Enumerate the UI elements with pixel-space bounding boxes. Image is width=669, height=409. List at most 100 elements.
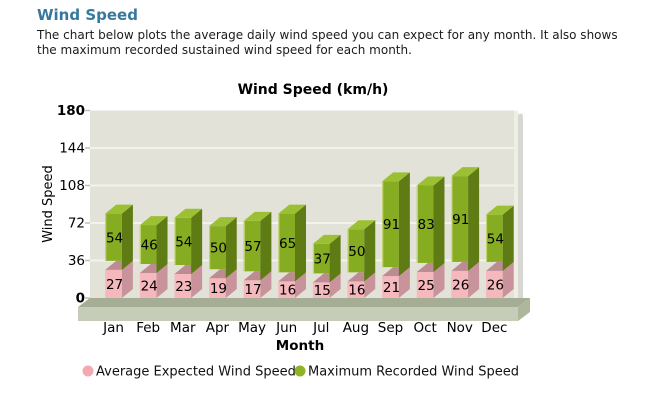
bar-segment-average-side bbox=[433, 262, 445, 298]
y-tick-label: 108 bbox=[59, 178, 85, 194]
bar-segment-maximum-side bbox=[225, 217, 237, 279]
bar-segment-average-side bbox=[191, 265, 203, 298]
maximum-series-dot-icon bbox=[294, 365, 306, 377]
bar-segment-maximum-side bbox=[364, 220, 376, 282]
bar-segment-average bbox=[312, 282, 330, 298]
bar-max-value: 54 bbox=[487, 231, 504, 247]
bar-segment-maximum-side bbox=[468, 167, 480, 271]
bar-avg-value: 24 bbox=[141, 279, 158, 295]
bar-segment-maximum-top bbox=[451, 167, 480, 177]
y-tick-label: 72 bbox=[68, 216, 85, 232]
bar-segment-maximum bbox=[174, 217, 192, 266]
bar-segment-average-side bbox=[295, 272, 306, 298]
bar-avg-value: 16 bbox=[279, 283, 296, 299]
bar-segment-average bbox=[486, 270, 503, 298]
chart-title: Wind Speed (km/h) bbox=[238, 82, 389, 98]
x-tick-label: Jan bbox=[102, 320, 124, 336]
bar-segment-maximum bbox=[382, 181, 399, 268]
bar-segment-maximum-side bbox=[433, 176, 445, 272]
bar-segment-maximum-top bbox=[105, 204, 133, 214]
bar-avg-value: 19 bbox=[210, 281, 227, 297]
bar-segment-average-side bbox=[156, 264, 168, 298]
bar-max-value: 65 bbox=[279, 236, 296, 252]
bar-sep: 91 21 bbox=[382, 172, 410, 298]
bar-segment-average-side bbox=[364, 272, 376, 298]
bar-avg-value: 15 bbox=[314, 283, 331, 299]
bar-segment-maximum bbox=[347, 229, 365, 273]
legend-label-maximum: Maximum Recorded Wind Speed bbox=[308, 365, 519, 380]
bar-segment-maximum bbox=[105, 213, 122, 261]
bar-avg-value: 26 bbox=[452, 277, 469, 293]
bar-segment-maximum bbox=[209, 226, 226, 270]
bar-segment-maximum-top bbox=[209, 217, 237, 227]
bar-segment-maximum bbox=[139, 225, 157, 264]
bar-segment-maximum-side bbox=[260, 211, 272, 281]
bar-segment-maximum-side bbox=[191, 208, 203, 275]
page-title: Wind Speed bbox=[37, 6, 138, 24]
bar-segment-maximum-side bbox=[121, 204, 133, 270]
bar-max-value: 50 bbox=[348, 244, 365, 260]
bar-segment-average bbox=[451, 270, 469, 298]
y-tick-label: 0 bbox=[76, 291, 85, 307]
bar-segment-maximum-side bbox=[329, 234, 341, 283]
bar-avg-value: 16 bbox=[348, 283, 365, 299]
bar-segment-maximum bbox=[486, 214, 503, 262]
bar-max-value: 54 bbox=[106, 230, 123, 246]
bar-segment-average bbox=[174, 274, 192, 298]
bar-segment-average-side bbox=[121, 260, 133, 298]
bar-max-value: 37 bbox=[314, 252, 331, 268]
bar-segment-maximum-top bbox=[243, 211, 272, 221]
legend-label-average: Average Expected Wind Speed bbox=[96, 365, 296, 380]
bar-dec: 54 26 bbox=[486, 205, 514, 298]
bar-max-value: 50 bbox=[210, 241, 227, 257]
bar-segment-average bbox=[209, 278, 226, 298]
wind-speed-chart-svg: Wind Speed (km/h) 0 36 72 108 144 180 Wind Spee… bbox=[41, 82, 530, 380]
bar-segment-average bbox=[278, 281, 295, 298]
bar-segment-maximum-side bbox=[398, 172, 410, 277]
bar-segment-maximum-top bbox=[416, 176, 445, 186]
bar-segment-maximum-top bbox=[139, 216, 168, 226]
y-tick-label: 144 bbox=[59, 141, 85, 157]
bar-segment-maximum bbox=[312, 243, 330, 274]
bar-segment-maximum-top bbox=[278, 204, 306, 214]
bar-segment-maximum-side bbox=[156, 216, 168, 273]
bar-jun: 65 16 bbox=[278, 204, 306, 299]
x-tick-label: May bbox=[238, 320, 266, 336]
bar-segment-maximum-side bbox=[502, 205, 514, 271]
x-axis-title: Month bbox=[276, 338, 324, 354]
bar-avg-value: 17 bbox=[244, 282, 261, 298]
bar-segment-maximum bbox=[243, 220, 261, 272]
bar-segment-average bbox=[382, 276, 399, 298]
bar-segment-average-side bbox=[329, 273, 341, 298]
plot-wall-shadow bbox=[518, 113, 523, 303]
bar-jan: 54 27 bbox=[105, 204, 133, 298]
page-description: The chart below plots the average daily … bbox=[37, 28, 618, 57]
x-tick-label: Apr bbox=[206, 320, 230, 336]
bar-segment-average-side bbox=[502, 261, 514, 298]
legend: Average Expected Wind Speed Maximum Recor… bbox=[82, 365, 519, 380]
wind-speed-chart: Wind Speed (km/h) 0 36 72 108 144 180 Wind Spee… bbox=[0, 62, 669, 405]
bar-avg-value: 23 bbox=[175, 279, 192, 295]
x-tick-label: Nov bbox=[447, 320, 473, 336]
bar-segment-maximum-top bbox=[174, 208, 203, 218]
bar-segment-average bbox=[139, 273, 157, 298]
x-tick-label: Oct bbox=[413, 320, 436, 336]
bar-feb: 46 24 bbox=[139, 216, 168, 298]
bar-max-value: 54 bbox=[175, 234, 192, 250]
bar-segment-average-side bbox=[260, 271, 272, 298]
x-tick-label: Sep bbox=[378, 320, 403, 336]
bar-segment-average bbox=[243, 280, 261, 298]
bar-mar: 54 23 bbox=[174, 208, 203, 298]
bar-segment-maximum bbox=[451, 176, 469, 262]
floor-side bbox=[518, 298, 530, 321]
legend-item-maximum: Maximum Recorded Wind Speed bbox=[294, 365, 519, 380]
bar-segment-maximum bbox=[416, 185, 434, 263]
floor-top bbox=[78, 298, 530, 307]
bar-segment-average-side bbox=[468, 261, 480, 298]
x-tick-label: Jun bbox=[275, 320, 297, 336]
bar-segment-average bbox=[416, 271, 434, 298]
bar-jul: 37 15 bbox=[312, 234, 341, 299]
bar-avg-value: 21 bbox=[383, 280, 400, 296]
x-tick-label: Aug bbox=[343, 320, 369, 336]
x-tick-label: Dec bbox=[481, 320, 507, 336]
